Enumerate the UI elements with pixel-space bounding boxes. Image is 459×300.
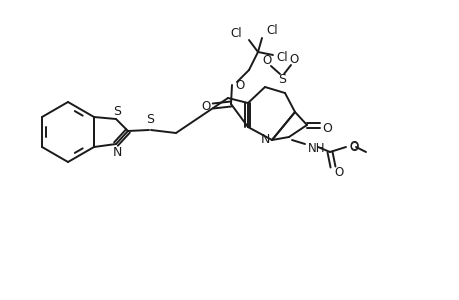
Text: O: O bbox=[334, 166, 343, 178]
Text: Cl: Cl bbox=[275, 50, 287, 64]
Text: Cl: Cl bbox=[266, 23, 277, 37]
Text: O: O bbox=[201, 100, 210, 112]
Text: S: S bbox=[277, 73, 285, 85]
Text: O: O bbox=[349, 140, 358, 154]
Text: S: S bbox=[113, 104, 121, 118]
Text: NH: NH bbox=[308, 142, 325, 154]
Text: S: S bbox=[146, 112, 154, 125]
Text: N: N bbox=[112, 146, 121, 158]
Text: O: O bbox=[349, 140, 358, 152]
Text: O: O bbox=[235, 79, 244, 92]
Text: N: N bbox=[260, 133, 269, 146]
Text: O: O bbox=[289, 52, 298, 65]
Text: Cl: Cl bbox=[230, 26, 241, 40]
Text: O: O bbox=[262, 53, 271, 67]
Text: O: O bbox=[321, 122, 331, 134]
